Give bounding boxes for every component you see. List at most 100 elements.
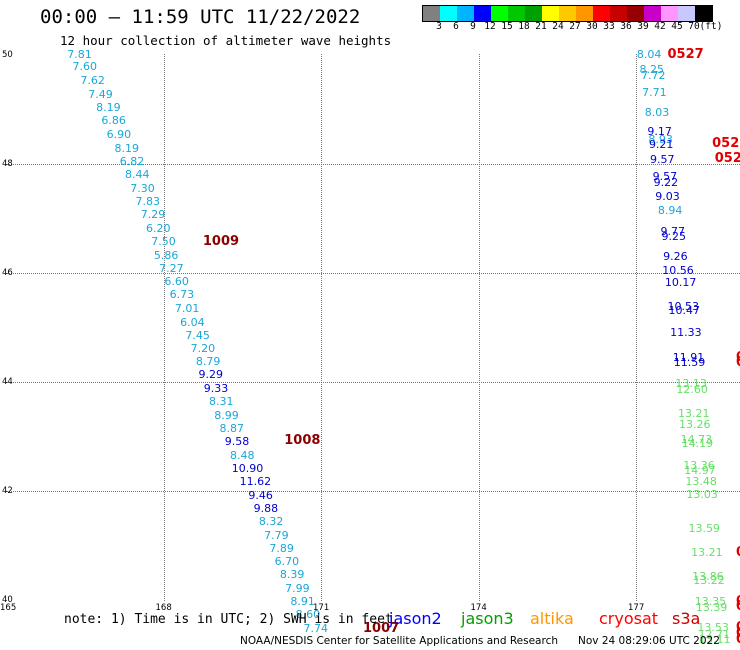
pass-time-label: 0526: [736, 351, 740, 364]
colorbar-label: 33: [603, 21, 615, 32]
wave-height-value: 9.33: [203, 382, 229, 396]
wave-height-value: 9.03: [655, 189, 680, 203]
wave-height-value: 6.73: [169, 288, 195, 302]
wave-height-value: 6.82: [119, 154, 145, 168]
colorbar-label: 30: [586, 21, 598, 32]
wave-height-value: 11.33: [670, 325, 702, 339]
wave-height-value: 7.50: [151, 234, 176, 248]
colorbar-label: 39: [637, 21, 649, 32]
wave-height-value: 10.90: [231, 462, 264, 476]
colorbar-swatch: [559, 6, 576, 21]
satellite-legend-jason2: jason2: [389, 609, 442, 628]
colorbar-swatch: [423, 6, 440, 21]
wave-height-value: 8.44: [125, 167, 150, 181]
lon-tick-label: 171: [313, 603, 330, 613]
pass-time-label: 0: [736, 600, 740, 613]
wave-height-value: 7.45: [185, 328, 210, 342]
wave-height-value: 13.13: [675, 377, 707, 391]
wave-height-value: 13.36: [683, 458, 715, 472]
lat-tick-label: 42: [2, 486, 13, 496]
pass-time-label: 0: [736, 595, 740, 608]
wave-height-value: 8.48: [230, 448, 255, 462]
wave-height-value: 8.32: [258, 515, 284, 529]
lon-tick-label: 177: [628, 603, 645, 613]
grid-line-lon: [321, 54, 322, 601]
wave-height-value: 9.77: [660, 224, 686, 238]
wave-height-value: 8.93: [648, 133, 673, 147]
grid-line-lat: [6, 491, 740, 492]
wave-height-value: 11.62: [239, 475, 272, 489]
wave-height-value: 9.46: [248, 488, 273, 502]
wave-height-value: 7.79: [264, 528, 289, 542]
page-title: 00:00 — 11:59 UTC 11/22/2022: [40, 6, 361, 28]
lon-tick-label: 165: [0, 603, 17, 613]
wave-height-value: 9.29: [198, 368, 224, 382]
lat-tick-label: 48: [2, 159, 13, 169]
wave-height-value: 7.72: [641, 68, 666, 82]
satellite-legend-altika: altika: [530, 609, 574, 628]
pass-time-label: 0527: [667, 48, 704, 61]
wave-height-value: 13.21: [678, 406, 710, 420]
wave-height-value: 12.71: [698, 627, 730, 641]
wave-height-value: 9.22: [653, 175, 679, 189]
wave-height-value: 13.59: [688, 522, 721, 536]
wave-height-value: 8.39: [279, 568, 305, 582]
wave-height-value: 10.56: [662, 263, 694, 277]
lat-tick-label: 50: [2, 50, 13, 60]
wave-height-value: 7.27: [159, 261, 184, 275]
wave-height-value: 6.60: [164, 275, 189, 289]
colorbar-label: 15: [501, 21, 513, 32]
wave-height-value: 8.31: [209, 395, 234, 409]
pass-time-label: 1008: [284, 433, 321, 447]
wave-height-value: 9.88: [253, 501, 279, 515]
colorbar-label: 42: [654, 21, 666, 32]
wave-height-value: 8.60: [295, 608, 321, 622]
wave-height-value: 13.35: [694, 595, 727, 609]
wave-height-value: 7.62: [80, 74, 105, 88]
colorbar-swatch: [610, 6, 627, 21]
wave-height-value: 11.59: [673, 356, 706, 370]
lat-tick-label: 44: [2, 377, 13, 387]
grid-line-lat: [6, 382, 740, 383]
wave-height-value: 7.71: [642, 86, 667, 100]
wave-height-value: 13.39: [695, 600, 728, 614]
lat-tick-label: 40: [2, 595, 13, 605]
wave-height-value: 14.97: [684, 464, 716, 478]
pass-time-label: 0: [736, 621, 740, 634]
wave-height-value: 14.73: [680, 432, 713, 446]
colorbar-label: 6: [453, 21, 459, 32]
wave-height-value: 9.17: [647, 125, 672, 139]
wave-height-value: 7.29: [140, 208, 166, 222]
colorbar-swatch: [474, 6, 491, 21]
colorbar-label: 27: [569, 21, 581, 32]
wave-height-value: 10.53: [667, 299, 700, 313]
colorbar-label: 21: [535, 21, 547, 32]
wave-height-value: 11.91: [672, 351, 705, 365]
wave-height-value: 6.70: [274, 555, 300, 569]
wave-height-value: 8.79: [195, 355, 221, 369]
wave-height-value: 8.87: [219, 421, 245, 435]
colorbar-label: 18: [518, 21, 530, 32]
wave-height-value: 8.25: [639, 62, 665, 76]
wave-height-value: 8.19: [96, 101, 121, 115]
wave-height-value: 8.99: [214, 408, 239, 422]
colorbar-label: 9: [470, 21, 476, 32]
wave-height-value: 7.30: [130, 181, 155, 195]
pass-time-label: 0: [736, 627, 740, 640]
wave-height-value: 7.49: [88, 87, 113, 101]
wave-height-value: 5.86: [153, 248, 179, 262]
colorbar: [422, 5, 713, 22]
pass-time-label: 0: [736, 633, 740, 646]
grid-line-lon: [478, 54, 480, 601]
wave-height-value: 8.19: [114, 141, 140, 155]
wave-height-value: 8.94: [657, 203, 683, 217]
pass-time-label: 1009: [202, 234, 240, 248]
wave-height-value: 13.03: [686, 488, 718, 502]
wave-height-value: 10.47: [668, 304, 701, 318]
note-text: note: 1) Time is in UTC; 2) SWH is in fe…: [64, 612, 393, 627]
colorbar-swatch: [491, 6, 508, 21]
wave-height-value: 7.60: [72, 59, 98, 73]
wave-height-value: 13.53: [697, 621, 729, 635]
wave-height-value: 9.58: [224, 435, 250, 449]
